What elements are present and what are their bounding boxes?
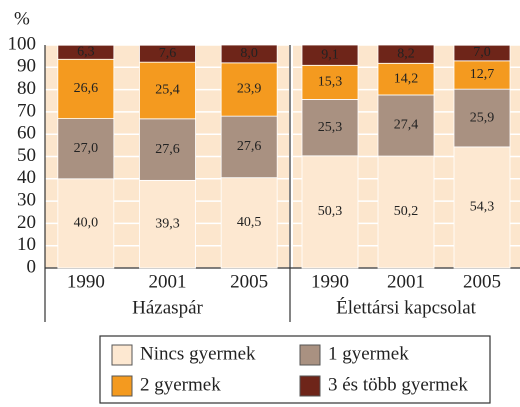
value-label: 27,6 xyxy=(237,139,262,154)
value-label: 40,0 xyxy=(74,216,99,231)
value-label: 50,3 xyxy=(318,204,343,219)
legend-label: 1 gyermek xyxy=(328,343,409,364)
bar-segment xyxy=(377,44,435,64)
bar-segment xyxy=(453,60,511,90)
value-label: 8,2 xyxy=(397,46,415,61)
y-tick-label: 50 xyxy=(17,145,36,166)
value-label: 50,2 xyxy=(394,204,419,219)
value-label: 23,9 xyxy=(237,82,262,97)
bar-segment xyxy=(220,62,278,117)
y-tick-label: 40 xyxy=(17,167,36,188)
value-label: 25,4 xyxy=(155,83,180,98)
y-tick-label: 30 xyxy=(17,189,36,210)
bar-segment xyxy=(220,177,278,269)
value-label: 27,0 xyxy=(74,141,99,156)
value-label: 25,3 xyxy=(318,120,343,135)
value-label: 8,0 xyxy=(240,46,258,61)
value-label: 27,6 xyxy=(155,142,180,157)
bar-segment xyxy=(57,178,115,269)
y-tick-label: 20 xyxy=(17,212,36,233)
y-tick-label: 100 xyxy=(8,33,37,54)
group-separator xyxy=(289,45,293,268)
value-label: 15,3 xyxy=(318,75,343,90)
group-label: Házaspár xyxy=(132,297,203,318)
bar-segment xyxy=(57,44,115,60)
legend-label: 3 és több gyermek xyxy=(328,374,468,395)
y-tick-label: 60 xyxy=(17,123,36,144)
bar-segment xyxy=(377,155,435,269)
bar-segment xyxy=(301,44,359,66)
x-tick-label: 2001 xyxy=(149,271,187,292)
bar-segment xyxy=(139,44,196,63)
x-tick-label: 2005 xyxy=(230,271,268,292)
value-label: 26,6 xyxy=(74,81,99,96)
legend-box xyxy=(99,335,491,404)
legend-swatch xyxy=(111,344,133,366)
legend-swatch xyxy=(111,375,133,397)
legend-label: 2 gyermek xyxy=(140,374,221,395)
bar-segment xyxy=(453,88,511,148)
bar-segment xyxy=(377,94,435,157)
x-tick-label: 1990 xyxy=(67,271,105,292)
y-tick-label: 90 xyxy=(17,56,36,77)
bar-segment xyxy=(453,44,511,62)
y-tick-label: 10 xyxy=(17,234,36,255)
value-label: 9,1 xyxy=(321,47,339,62)
value-label: 27,4 xyxy=(394,118,419,133)
value-label: 25,9 xyxy=(470,110,495,125)
bar-segment xyxy=(301,155,359,269)
value-label: 6,3 xyxy=(77,44,95,59)
bar-segment xyxy=(220,44,278,64)
legend-swatch xyxy=(299,375,321,397)
bar-segment xyxy=(220,115,278,179)
y-tick-label: 80 xyxy=(17,78,36,99)
x-tick-label: 2005 xyxy=(463,271,501,292)
value-label: 40,5 xyxy=(237,215,262,230)
value-label: 7,6 xyxy=(159,46,177,61)
bar-segment xyxy=(301,64,359,100)
bar-segment xyxy=(453,146,511,269)
bar-segment xyxy=(301,99,359,157)
y-tick-label: 70 xyxy=(17,100,36,121)
value-label: 7,0 xyxy=(473,45,491,60)
bar-segment xyxy=(57,58,115,119)
bar-segment xyxy=(139,118,196,181)
bar-segment xyxy=(377,62,435,96)
bar-segment xyxy=(57,118,115,180)
value-label: 14,2 xyxy=(394,71,419,86)
value-label: 12,7 xyxy=(470,67,495,82)
legend-label: Nincs gyermek xyxy=(140,343,256,364)
group-label: Élettársi kapcsolat xyxy=(336,296,477,318)
x-tick-label: 1990 xyxy=(311,271,349,292)
value-label: 54,3 xyxy=(470,200,495,215)
y-tick-label: 0 xyxy=(27,256,37,277)
legend-swatch xyxy=(299,344,321,366)
y-axis-label: % xyxy=(14,8,30,29)
value-label: 39,3 xyxy=(155,216,180,231)
bar-segment xyxy=(139,179,196,269)
x-tick-label: 2001 xyxy=(387,271,425,292)
